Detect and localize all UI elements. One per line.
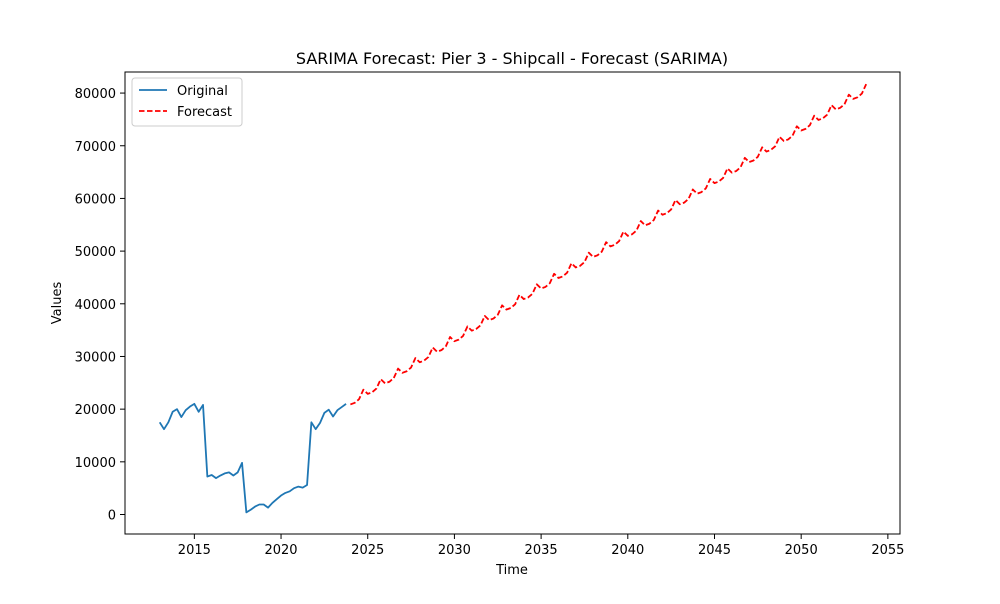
x-tick-label: 2025 (351, 543, 384, 558)
x-tick-label: 2045 (698, 543, 731, 558)
chart-title: SARIMA Forecast: Pier 3 - Shipcall - For… (296, 49, 728, 68)
plot-frame (124, 71, 901, 535)
y-tick-label: 70000 (75, 140, 116, 155)
series-line-original (158, 402, 347, 514)
x-tick-label: 2020 (264, 543, 297, 558)
y-tick-label: 10000 (75, 456, 116, 471)
x-tick-label: 2040 (611, 543, 644, 558)
legend: Original Forecast (131, 77, 243, 127)
y-tick-label: 30000 (75, 350, 116, 365)
y-axis-label: Values (50, 282, 65, 325)
series-layer (158, 83, 868, 514)
x-tick-label: 2015 (178, 543, 211, 558)
x-tick-label: 2035 (525, 543, 558, 558)
y-tick-label: 0 (108, 509, 116, 524)
x-axis: 2015 2020 2025 2030 2035 2040 2045 2050 2055 (178, 534, 904, 558)
x-tick-label: 2030 (438, 543, 471, 558)
y-tick-label: 40000 (75, 298, 116, 313)
x-tick-label: 2050 (785, 543, 818, 558)
legend-label-original: Original (177, 84, 228, 99)
y-tick-label: 50000 (75, 245, 116, 260)
y-tick-label: 20000 (75, 403, 116, 418)
legend-label-forecast: Forecast (177, 105, 232, 120)
x-axis-label: Time (495, 563, 528, 578)
plot-area (124, 71, 901, 535)
y-tick-label: 80000 (75, 87, 116, 102)
x-tick-label: 2055 (871, 543, 904, 558)
y-tick-label: 60000 (75, 192, 116, 207)
y-axis: 0 10000 20000 30000 40000 50000 60000 70000 8000… (75, 87, 125, 524)
series-line-forecast (350, 83, 868, 406)
